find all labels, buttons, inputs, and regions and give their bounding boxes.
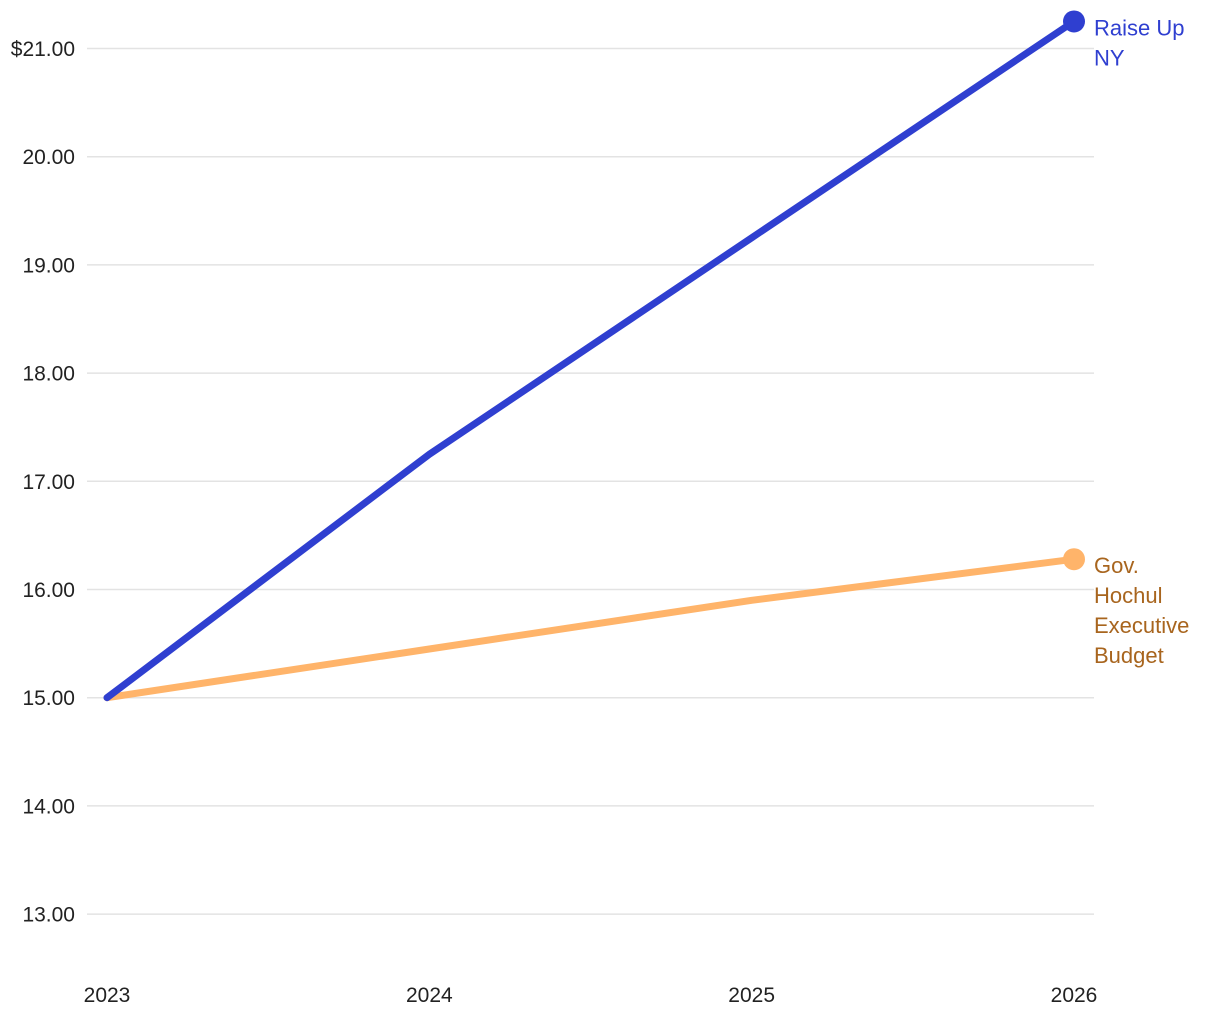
x-tick-label: 2025 [728,984,775,1007]
x-tick-label: 2024 [406,984,453,1007]
y-tick-label: $21.00 [11,38,75,61]
series-lines [103,17,1078,702]
series-line-0 [103,17,1078,702]
x-tick-label: 2023 [84,984,131,1007]
series-end-markers [1063,10,1085,571]
y-tick-label: 17.00 [22,471,75,494]
y-tick-label: 19.00 [22,254,75,277]
x-tick-label: 2026 [1051,984,1098,1007]
series-label-line: Executive [1094,613,1189,638]
y-tick-label: 14.00 [22,795,75,818]
series-label-line: Hochul [1094,583,1162,608]
y-tick-label: 20.00 [22,146,75,169]
series-end-marker-1 [1063,548,1085,571]
y-tick-label: 15.00 [22,687,75,710]
x-axis-tick-labels: 2023 2024 2025 2026 [84,984,1098,1007]
y-tick-label: 13.00 [22,904,75,927]
series-end-marker-0 [1063,10,1085,33]
y-tick-label: 16.00 [22,579,75,602]
gridlines [87,47,1094,915]
y-axis-tick-labels: 13.00 14.00 15.00 16.00 17.00 18.00 19.00 20.00… [11,38,75,927]
y-tick-label: 18.00 [22,363,75,386]
series-label-line: Raise Up [1094,15,1184,40]
series-label-line: Budget [1094,643,1164,668]
series-label-line: NY [1094,45,1125,70]
series-line-1 [103,555,1078,702]
series-labels: Gov. Hochul Executive Budget Raise Up NY [1094,15,1189,668]
series-label-line: Gov. [1094,553,1139,578]
